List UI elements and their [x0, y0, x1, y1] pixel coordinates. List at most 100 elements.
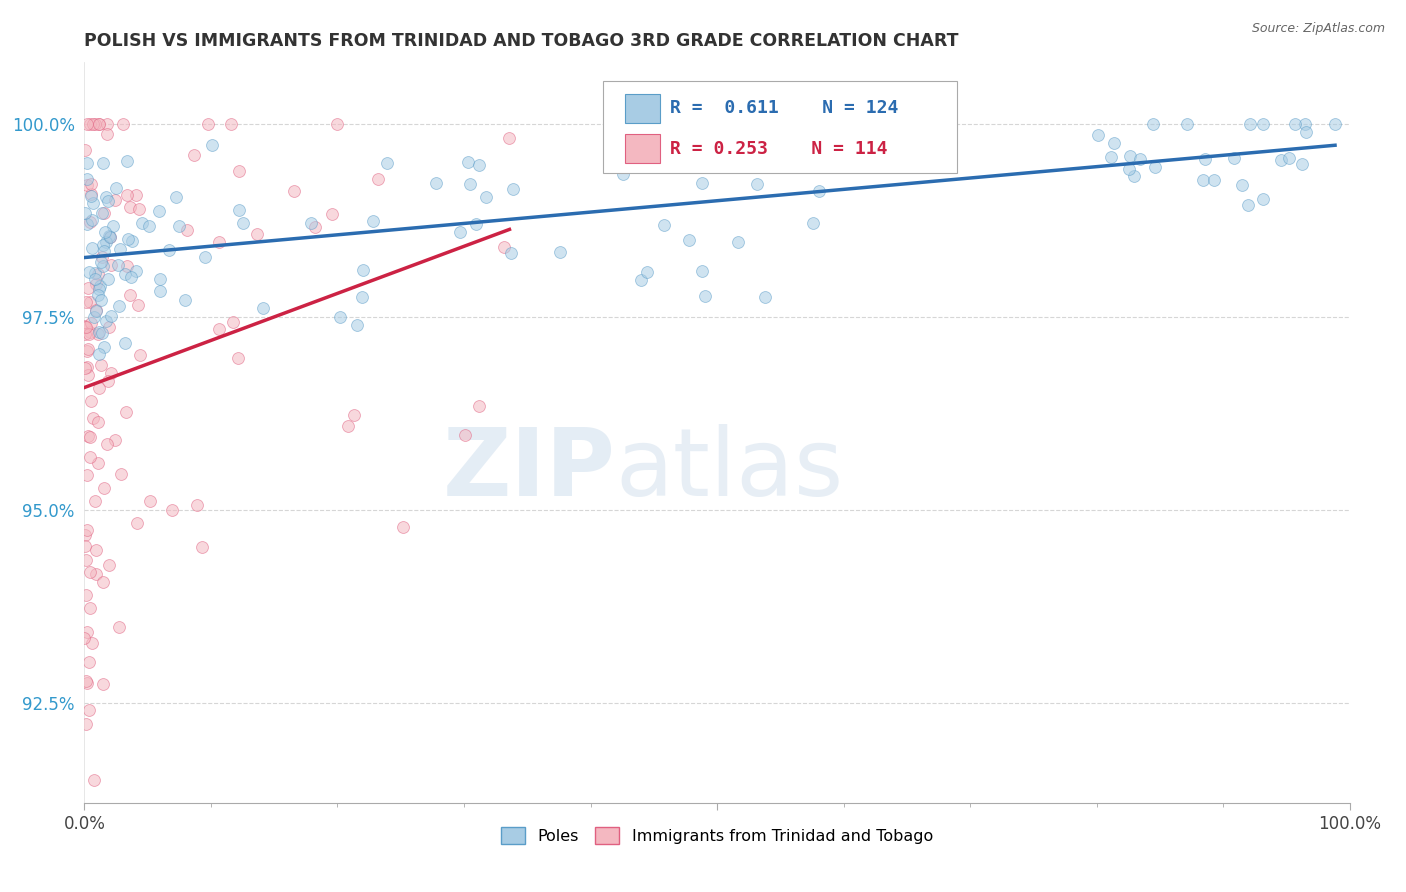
Point: [79, 117, 101, 131]
Point: [87, 282, 110, 296]
Point: [676, 132, 699, 146]
Point: [326, 117, 349, 131]
Point: [96, 117, 118, 131]
Point: [219, 117, 242, 131]
Point: [352, 290, 374, 304]
Point: [96, 235, 118, 249]
Point: [91, 156, 114, 170]
Point: [75, 206, 97, 220]
Point: [76, 523, 98, 537]
Point: [80, 242, 103, 256]
Point: [194, 251, 217, 265]
Point: [1295, 125, 1317, 139]
Point: [606, 117, 628, 131]
Point: [1202, 173, 1225, 187]
Text: atlas: atlas: [616, 424, 844, 516]
Point: [84, 277, 107, 291]
Point: [197, 117, 219, 131]
Point: [84, 303, 107, 318]
Point: [112, 117, 135, 131]
Point: [115, 405, 138, 419]
Point: [208, 235, 231, 249]
Point: [107, 258, 129, 272]
Point: [93, 244, 115, 259]
Point: [103, 219, 125, 233]
Point: [1143, 160, 1166, 174]
Point: [1099, 150, 1122, 164]
Point: [110, 467, 132, 481]
Point: [77, 429, 100, 443]
Point: [498, 131, 520, 145]
Point: [80, 316, 103, 330]
Point: [103, 194, 125, 208]
Point: [160, 503, 183, 517]
Point: [1194, 152, 1216, 166]
Point: [79, 215, 101, 229]
Point: [80, 636, 103, 650]
Point: [176, 223, 198, 237]
Point: [375, 155, 398, 169]
Point: [87, 288, 110, 302]
Point: [457, 155, 479, 169]
Point: [228, 164, 250, 178]
Point: [139, 494, 162, 508]
Text: POLISH VS IMMIGRANTS FROM TRINIDAD AND TOBAGO 3RD GRADE CORRELATION CHART: POLISH VS IMMIGRANTS FROM TRINIDAD AND T…: [84, 32, 959, 50]
Point: [80, 393, 103, 408]
Point: [96, 190, 118, 204]
Point: [165, 189, 187, 203]
Point: [1142, 117, 1164, 131]
Point: [723, 136, 745, 151]
Point: [167, 219, 190, 234]
Point: [1119, 149, 1142, 163]
Point: [492, 239, 515, 253]
Text: Source: ZipAtlas.com: Source: ZipAtlas.com: [1251, 22, 1385, 36]
Point: [252, 301, 274, 316]
Point: [127, 516, 149, 530]
Point: [120, 287, 142, 301]
Point: [1278, 151, 1301, 165]
Point: [1270, 153, 1292, 167]
Point: [84, 117, 107, 131]
Point: [93, 206, 115, 220]
Point: [1239, 117, 1261, 131]
Point: [87, 346, 110, 360]
Point: [96, 128, 118, 142]
Point: [226, 351, 249, 365]
Point: [79, 600, 101, 615]
Point: [1175, 117, 1198, 131]
Point: [84, 302, 107, 317]
Point: [1294, 117, 1316, 131]
Point: [727, 235, 749, 249]
Point: [79, 450, 101, 465]
Point: [76, 156, 98, 170]
Text: ZIP: ZIP: [443, 424, 616, 516]
Point: [208, 321, 231, 335]
Point: [82, 195, 104, 210]
Point: [425, 176, 447, 190]
Point: [652, 218, 675, 232]
Point: [75, 553, 97, 567]
Point: [76, 360, 98, 375]
Point: [114, 267, 136, 281]
Point: [87, 267, 110, 281]
Point: [1122, 169, 1144, 183]
Point: [97, 228, 120, 243]
Point: [105, 181, 128, 195]
Point: [1230, 178, 1253, 193]
Point: [98, 230, 121, 244]
Point: [75, 588, 97, 602]
Point: [790, 147, 813, 161]
Point: [690, 264, 713, 278]
Point: [621, 138, 644, 153]
Point: [1324, 117, 1347, 131]
Point: [80, 213, 103, 227]
Point: [336, 418, 359, 433]
Point: [745, 177, 768, 191]
Point: [93, 238, 115, 252]
Point: [138, 219, 160, 234]
Point: [1253, 192, 1275, 206]
Point: [84, 266, 107, 280]
Point: [121, 234, 143, 248]
Point: [173, 293, 195, 307]
Point: [73, 631, 96, 645]
